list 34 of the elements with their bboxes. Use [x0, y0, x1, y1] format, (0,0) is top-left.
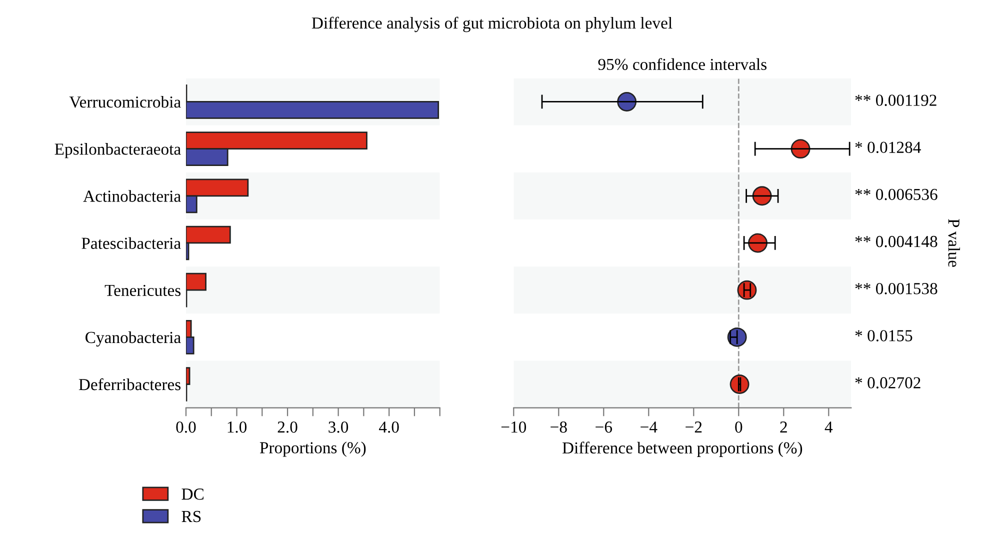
text: ** 0.004148 — [855, 236, 938, 248]
x-tick-label: 4.0 — [378, 421, 399, 433]
legend-label: DC — [182, 488, 204, 500]
x-tick-label: 2.0 — [278, 421, 298, 433]
x-tick-label: −2 — [686, 422, 702, 433]
x-tick-label: 1.0 — [228, 421, 247, 433]
y-tick-label: Tenericutes — [104, 284, 181, 296]
y-tick-label: Deferribacteres — [78, 378, 181, 390]
y-tick-label: Cyanobacteria — [86, 331, 181, 347]
y-tick-label: Epsilonbacteraeota — [54, 143, 181, 158]
x-tick-label: −10 — [501, 421, 526, 433]
y-tick-label: Patescibacteria — [82, 237, 181, 249]
x-tick-label: 0 — [735, 421, 742, 433]
text: Difference analysis of gut microbiota on phylum level — [312, 16, 672, 32]
text: ** 0.006536 — [855, 188, 938, 200]
text: * 0.0155 — [855, 330, 912, 342]
x-tick-label: 0.0 — [176, 421, 196, 433]
text: * 0.02702 — [855, 377, 920, 388]
legend-label: RS — [182, 510, 201, 522]
x-axis-title: Proportions (%) — [260, 442, 366, 457]
x-axis-title: Difference between proportions (%) — [562, 442, 802, 457]
y-tick-label: Actinobacteria — [83, 190, 181, 202]
x-tick-label: −6 — [596, 422, 612, 433]
text: ** 0.001192 — [855, 94, 936, 106]
x-tick-label: 4 — [824, 422, 833, 433]
y2-axis-title: P value — [948, 219, 960, 267]
chart-subtitle: 95% confidence intervals — [598, 58, 766, 70]
x-tick-label: 3.0 — [328, 421, 348, 433]
x-tick-label: 2 — [780, 422, 787, 433]
text: ** 0.001538 — [855, 283, 938, 294]
text: * 0.01284 — [855, 142, 921, 154]
x-tick-label: −4 — [640, 422, 658, 433]
y-tick-label: Verrucomicrobia — [69, 96, 181, 108]
x-tick-label: −8 — [550, 421, 567, 433]
